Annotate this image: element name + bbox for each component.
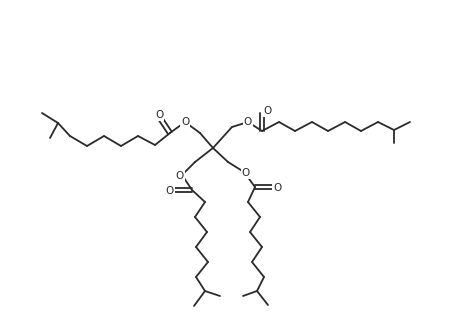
Text: O: O (244, 117, 252, 127)
Text: O: O (166, 186, 174, 196)
Text: O: O (181, 117, 189, 127)
Text: O: O (176, 171, 184, 181)
Text: O: O (155, 110, 163, 120)
Text: O: O (273, 183, 281, 193)
Text: O: O (263, 106, 271, 116)
Text: O: O (242, 168, 250, 178)
